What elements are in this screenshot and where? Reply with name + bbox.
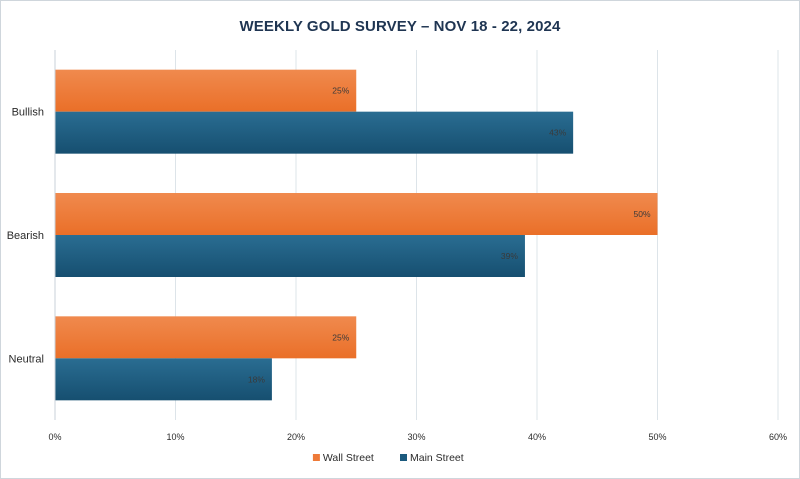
x-tick-label: 20%	[287, 432, 305, 442]
x-tick-label: 10%	[166, 432, 184, 442]
x-tick-label: 40%	[528, 432, 546, 442]
bar-wall-street	[55, 316, 357, 359]
data-label: 25%	[332, 332, 349, 342]
bar-wall-street	[55, 69, 357, 112]
data-label: 39%	[501, 251, 518, 261]
legend-label: Wall Street	[323, 452, 374, 464]
category-label: Neutral	[9, 353, 44, 365]
x-tick-label: 30%	[407, 432, 425, 442]
x-tick-label: 50%	[648, 432, 666, 442]
x-tick-label: 60%	[769, 432, 787, 442]
category-label: Bearish	[7, 230, 44, 242]
bar-main-street	[55, 358, 272, 401]
data-label: 25%	[332, 86, 349, 96]
data-label: 43%	[549, 128, 566, 138]
bar-main-street	[55, 111, 574, 154]
x-tick-label: 0%	[48, 432, 61, 442]
bar-main-street	[55, 235, 525, 277]
category-label: Bullish	[12, 107, 44, 119]
bar-wall-street	[55, 193, 658, 235]
data-label: 18%	[248, 374, 265, 384]
legend-swatch	[400, 454, 407, 461]
legend-swatch	[312, 454, 320, 461]
legend-label: Main Street	[410, 452, 464, 464]
data-label: 50%	[633, 209, 650, 219]
chart-title: WEEKLY GOLD SURVEY – NOV 18 - 22, 2024	[239, 18, 561, 35]
